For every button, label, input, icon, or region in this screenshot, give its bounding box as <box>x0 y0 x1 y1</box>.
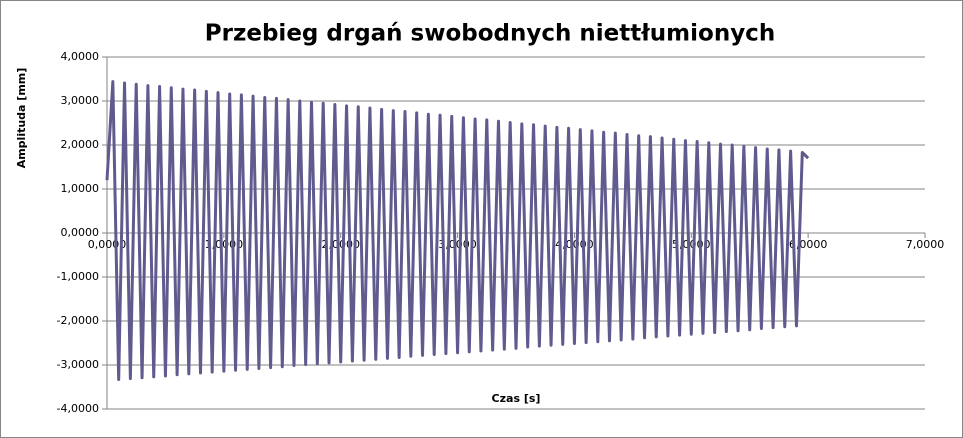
y-tick-label: 3,0000 <box>61 94 100 107</box>
y-tick-label: -3,0000 <box>57 358 99 371</box>
y-tick-label: -2,0000 <box>57 314 99 327</box>
y-axis-label: Amplituda [mm] <box>15 68 28 169</box>
y-tick-label: 4,0000 <box>61 50 100 63</box>
data-line <box>105 80 810 382</box>
y-tick-label: -1,0000 <box>57 270 99 283</box>
x-tick-label: 7,0000 <box>906 238 945 251</box>
y-tick-label: 1,0000 <box>61 182 100 195</box>
y-tick-label: 0,0000 <box>61 226 100 239</box>
y-tick-label: -4,0000 <box>57 402 99 415</box>
x-axis-label: Czas [s] <box>492 392 541 405</box>
y-tick-label: 2,0000 <box>61 138 100 151</box>
chart-title: Przebieg drgań swobodnych niettłumionych <box>205 21 775 47</box>
